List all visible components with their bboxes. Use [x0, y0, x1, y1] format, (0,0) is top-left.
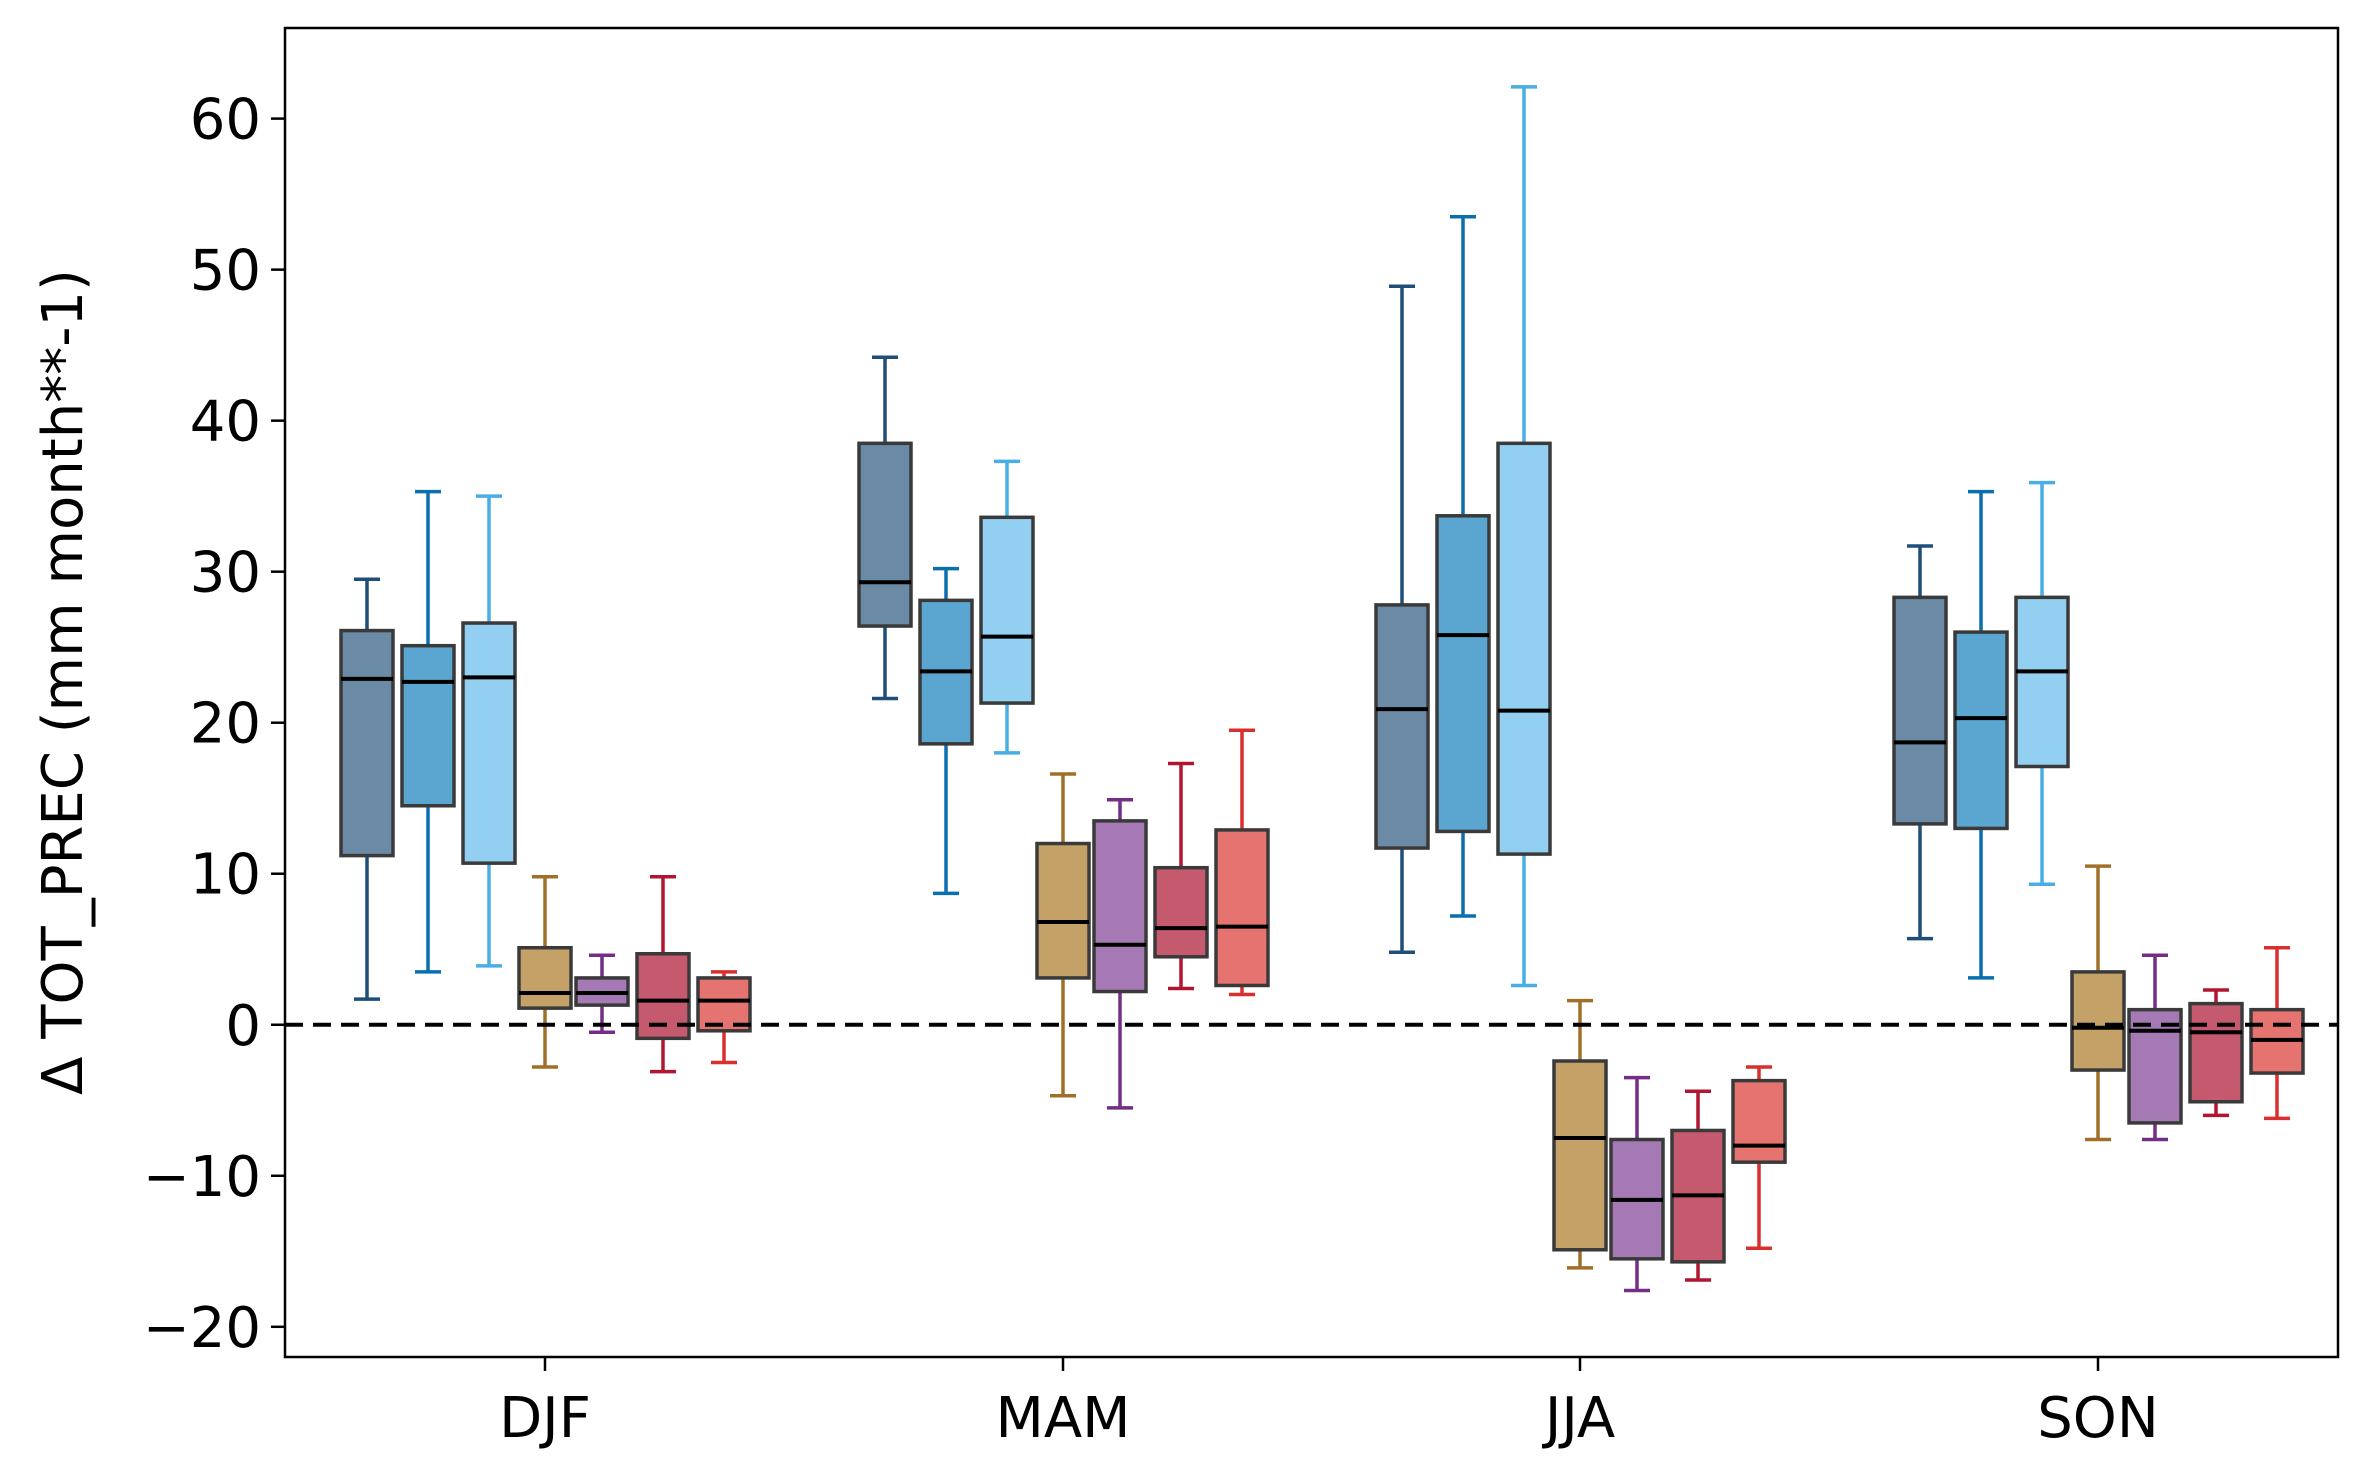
- box-group7-JJA: [1731, 1065, 1787, 1251]
- box-iqr: [2127, 1007, 2183, 1125]
- box-group6-MAM: [1153, 761, 1209, 991]
- y-tick-label: 0: [225, 994, 261, 1059]
- box-group2-DJF: [400, 489, 456, 974]
- box-group2-MAM: [918, 566, 974, 896]
- x-tick-label-mam: MAM: [996, 1386, 1131, 1451]
- boxes-layer: [339, 85, 2305, 1293]
- y-tick-label: −10: [143, 1145, 261, 1210]
- box-group4-SON: [2070, 864, 2126, 1142]
- box-group4-JJA: [1552, 998, 1608, 1270]
- box-iqr: [2014, 595, 2070, 769]
- box-group2-SON: [1953, 489, 2009, 980]
- y-tick-label: 40: [190, 390, 261, 455]
- box-group4-DJF: [517, 874, 573, 1069]
- box-iqr: [1035, 841, 1091, 980]
- box-iqr: [2188, 1001, 2244, 1104]
- box-group7-SON: [2249, 945, 2305, 1121]
- y-tick-label: 50: [190, 239, 261, 304]
- box-iqr: [1496, 441, 1552, 856]
- plot-frame: [283, 26, 2340, 1359]
- box-group7-DJF: [696, 970, 752, 1065]
- box-iqr: [1435, 514, 1491, 834]
- box-group3-SON: [2014, 480, 2070, 887]
- y-tick-label: 10: [190, 843, 261, 908]
- box-group1-DJF: [339, 577, 395, 1001]
- y-axis: −20 −10 0 10 20 30 40 50 60: [143, 88, 285, 1361]
- box-group6-SON: [2188, 988, 2244, 1118]
- box-group2-JJA: [1435, 215, 1491, 918]
- x-axis: DJF MAM JJA SON: [499, 1357, 2159, 1451]
- box-iqr: [517, 945, 573, 1010]
- box-iqr: [1092, 819, 1148, 994]
- box-iqr: [1552, 1059, 1608, 1252]
- x-tick-label-djf: DJF: [499, 1386, 591, 1451]
- box-iqr: [1731, 1078, 1787, 1164]
- box-iqr: [979, 515, 1035, 705]
- box-iqr: [696, 976, 752, 1033]
- y-tick-label: 60: [190, 88, 261, 153]
- box-iqr: [2070, 970, 2126, 1072]
- box-group3-JJA: [1496, 85, 1552, 988]
- box-iqr: [1374, 603, 1430, 850]
- box-iqr: [461, 621, 517, 865]
- y-tick-label: −20: [143, 1296, 261, 1361]
- box-group5-MAM: [1092, 797, 1148, 1110]
- box-group1-JJA: [1374, 284, 1430, 955]
- box-iqr: [857, 441, 913, 628]
- box-iqr: [1953, 630, 2009, 831]
- box-group6-JJA: [1670, 1089, 1726, 1282]
- box-group3-MAM: [979, 459, 1035, 755]
- box-iqr: [1214, 828, 1270, 988]
- box-group5-DJF: [574, 953, 630, 1035]
- box-group3-DJF: [461, 494, 517, 968]
- x-tick-label-son: SON: [2037, 1386, 2159, 1451]
- box-group7-MAM: [1214, 728, 1270, 997]
- box-iqr: [1892, 595, 1948, 826]
- box-group4-MAM: [1035, 772, 1091, 1098]
- y-tick-label: 30: [190, 541, 261, 606]
- box-iqr: [339, 628, 395, 858]
- x-tick-label-jja: JJA: [1542, 1386, 1615, 1451]
- box-iqr: [400, 643, 456, 808]
- y-tick-label: 20: [190, 692, 261, 757]
- box-iqr: [1153, 865, 1209, 959]
- box-group5-SON: [2127, 953, 2183, 1142]
- box-group1-SON: [1892, 544, 1948, 941]
- box-group5-JJA: [1609, 1075, 1665, 1293]
- y-axis-label: Δ TOT_PREC (mm month**-1): [31, 269, 96, 1095]
- box-group1-MAM: [857, 355, 913, 701]
